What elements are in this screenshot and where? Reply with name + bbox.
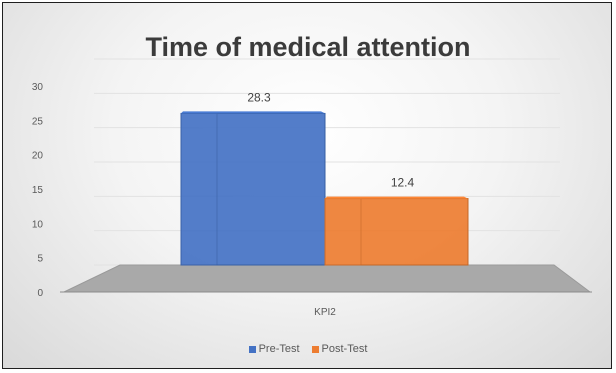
legend-item-pre-test: Pre-Test <box>248 343 300 355</box>
legend-swatch-pre-test <box>248 345 256 353</box>
data-label-post-test: 12.4 <box>391 176 415 190</box>
legend-swatch-post-test <box>311 345 319 353</box>
y-tick-label-20: 20 <box>32 151 44 162</box>
legend-item-post-test: Post-Test <box>311 343 368 355</box>
x-category-label: KPI2 <box>314 307 336 318</box>
y-tick-label-25: 25 <box>32 116 44 127</box>
y-tick-label-10: 10 <box>32 219 44 230</box>
legend-label-pre-test: Pre-Test <box>258 343 300 355</box>
y-tick-label-0: 0 <box>37 288 43 299</box>
bar-pre-test <box>180 112 326 266</box>
chart-title: Time of medical attention <box>145 32 471 62</box>
y-tick-label-15: 15 <box>32 185 44 196</box>
legend-label-post-test: Post-Test <box>321 343 368 355</box>
chart-floor <box>63 264 592 293</box>
y-tick-label-30: 30 <box>32 82 44 93</box>
y-tick-label-5: 5 <box>37 254 43 265</box>
chart-legend: Pre-Test Post-Test <box>0 343 616 355</box>
data-label-pre-test: 28.3 <box>247 90 271 104</box>
bar-post-test <box>324 198 469 266</box>
bar-top-post-test <box>325 196 468 199</box>
bar-top-pre-test <box>181 111 325 114</box>
